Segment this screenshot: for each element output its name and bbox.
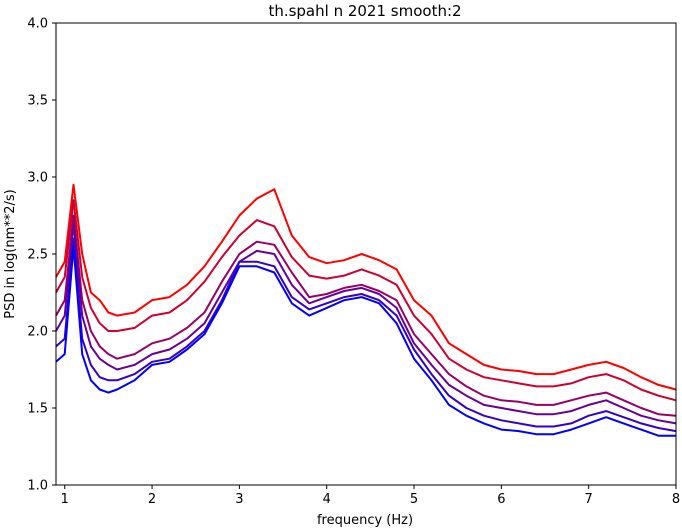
plot-frame bbox=[55, 22, 677, 486]
x-tick-label: 6 bbox=[497, 492, 505, 507]
y-tick-label: 2.0 bbox=[27, 325, 48, 340]
series-line-3 bbox=[55, 214, 677, 417]
y-axis-label: PSD in log(nm**2/s) bbox=[3, 189, 18, 319]
x-tick-label: 4 bbox=[323, 492, 331, 507]
x-tick-label: 1 bbox=[61, 492, 69, 507]
series-line-1 bbox=[55, 183, 677, 391]
x-tick-label: 2 bbox=[148, 492, 156, 507]
series-line-6 bbox=[55, 245, 676, 437]
y-tick-label: 1.5 bbox=[27, 402, 48, 417]
x-tick-label: 3 bbox=[235, 492, 243, 507]
y-tick-label: 1.0 bbox=[27, 479, 48, 494]
y-tick-label: 2.5 bbox=[27, 248, 48, 263]
y-axis: 1.0 1.5 2.0 2.5 3.0 3.5 4.0 bbox=[27, 17, 56, 494]
y-tick-label: 4.0 bbox=[27, 17, 48, 32]
x-tick-label: 5 bbox=[410, 492, 418, 507]
x-axis-label: frequency (Hz) bbox=[317, 513, 413, 528]
x-tick-label: 8 bbox=[672, 492, 680, 507]
chart-title: th.spahl n 2021 smooth:2 bbox=[268, 2, 461, 20]
plot-lines bbox=[55, 183, 677, 437]
series-line-4 bbox=[55, 222, 677, 425]
x-tick-label: 7 bbox=[585, 492, 593, 507]
x-axis: 1 2 3 4 5 6 7 8 bbox=[61, 485, 680, 507]
series-line-5 bbox=[55, 237, 677, 433]
y-tick-label: 3.5 bbox=[27, 94, 48, 109]
series-line-2 bbox=[55, 199, 677, 402]
y-tick-label: 3.0 bbox=[27, 171, 48, 186]
